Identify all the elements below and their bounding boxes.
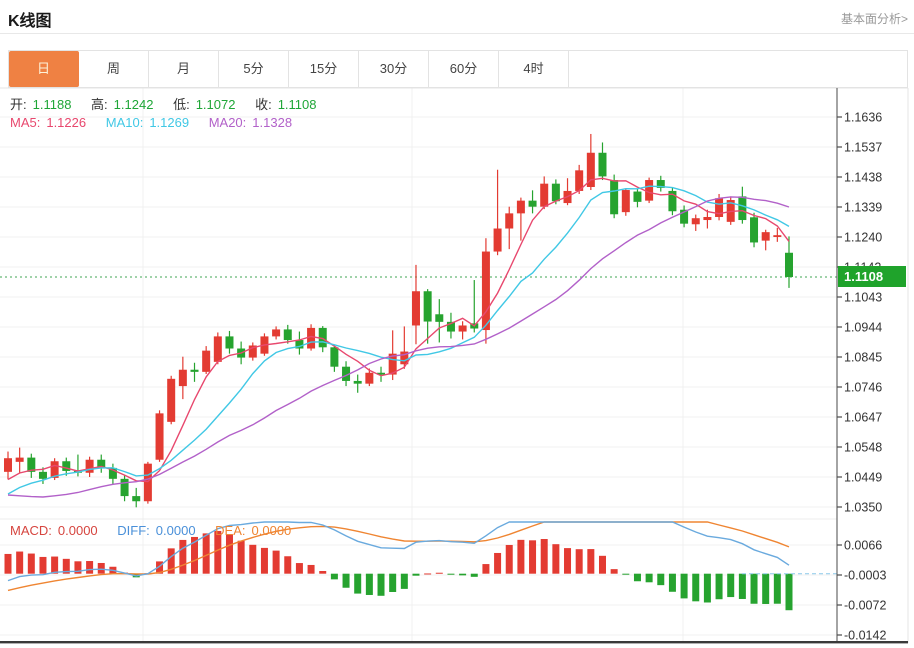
tab-5min[interactable]: 5分: [219, 51, 289, 87]
tab-day[interactable]: 日: [9, 51, 79, 87]
page-title: K线图: [8, 13, 52, 30]
open-label: 开:: [10, 97, 27, 112]
ma5-line: [7, 177, 790, 483]
macd-readout: MACD: 0.0000 DIFF: 0.0000 DEA: 0.0000: [10, 523, 297, 538]
low-label: 低:: [173, 97, 190, 112]
svg-text:1.1043: 1.1043: [844, 291, 882, 305]
diff-label: DIFF:: [117, 523, 150, 538]
tab-15min[interactable]: 15分: [289, 51, 359, 87]
svg-text:1.1636: 1.1636: [844, 111, 882, 125]
price-axis-labels: 1.16361.15371.14381.13391.12401.11421.10…: [837, 111, 882, 515]
ma20-line: [7, 196, 790, 498]
open-value: 1.1188: [32, 97, 72, 112]
svg-text:-0.0003: -0.0003: [844, 569, 886, 583]
tab-4hour[interactable]: 4时: [499, 51, 569, 87]
ma20-value: 1.1328: [252, 115, 293, 130]
svg-text:1.1240: 1.1240: [844, 231, 882, 245]
tab-30min[interactable]: 30分: [359, 51, 429, 87]
svg-text:-0.0142: -0.0142: [844, 629, 886, 643]
ma10-label: MA10:: [105, 115, 144, 130]
tab-month[interactable]: 月: [149, 51, 219, 87]
ma10-line: [7, 185, 790, 495]
high-value: 1.1242: [113, 97, 154, 112]
title-divider: [0, 33, 914, 34]
svg-text:1.0746: 1.0746: [844, 381, 882, 395]
svg-text:1.0944: 1.0944: [844, 321, 882, 335]
close-value: 1.1108: [277, 97, 317, 112]
svg-text:1.1537: 1.1537: [844, 141, 882, 155]
macd-label: MACD:: [10, 523, 52, 538]
diff-line: [7, 521, 790, 582]
dea-label: DEA:: [215, 523, 246, 538]
svg-text:1.1438: 1.1438: [844, 171, 882, 185]
svg-text:1.0548: 1.0548: [844, 441, 882, 455]
diff-value: 0.0000: [155, 523, 196, 538]
svg-text:1.1339: 1.1339: [844, 201, 882, 215]
current-price-tag: 1.1108: [838, 266, 906, 287]
ma20-label: MA20:: [208, 115, 247, 130]
close-label: 收:: [255, 97, 272, 112]
ma-lines-layer: [7, 177, 790, 498]
svg-text:1.0449: 1.0449: [844, 471, 882, 485]
axes-borders: [0, 87, 909, 644]
low-value: 1.1072: [195, 97, 236, 112]
dea-value: 0.0000: [251, 523, 292, 538]
candles-layer: [4, 133, 793, 508]
svg-text:-0.0072: -0.0072: [844, 599, 886, 613]
svg-text:1.0647: 1.0647: [844, 411, 882, 425]
tab-week[interactable]: 周: [79, 51, 149, 87]
ma10-value: 1.1269: [149, 115, 190, 130]
macd-value: 0.0000: [57, 523, 98, 538]
tab-60min[interactable]: 60分: [429, 51, 499, 87]
fundamental-analysis-link[interactable]: 基本面分析>: [840, 12, 908, 26]
interval-tabbar: 日 周 月 5分 15分 30分 60分 4时: [8, 50, 908, 88]
svg-text:1.0350: 1.0350: [844, 501, 882, 515]
ma5-value: 1.1226: [46, 115, 87, 130]
macd-layer: [4, 521, 837, 611]
gridlines: [0, 88, 837, 641]
ohlc-readout: 开: 1.1188 高: 1.1242 低: 1.1072 收: 1.1108: [10, 94, 323, 113]
ma5-label: MA5:: [10, 115, 41, 130]
high-label: 高:: [91, 97, 108, 112]
macd-axis-labels: 0.0066 -0.0003 -0.0072 -0.0142: [837, 539, 886, 643]
svg-text:0.0066: 0.0066: [844, 539, 882, 553]
ma-readout: MA5: 1.1226 MA10: 1.1269 MA20: 1.1328: [10, 115, 298, 130]
svg-text:1.0845: 1.0845: [844, 351, 882, 365]
